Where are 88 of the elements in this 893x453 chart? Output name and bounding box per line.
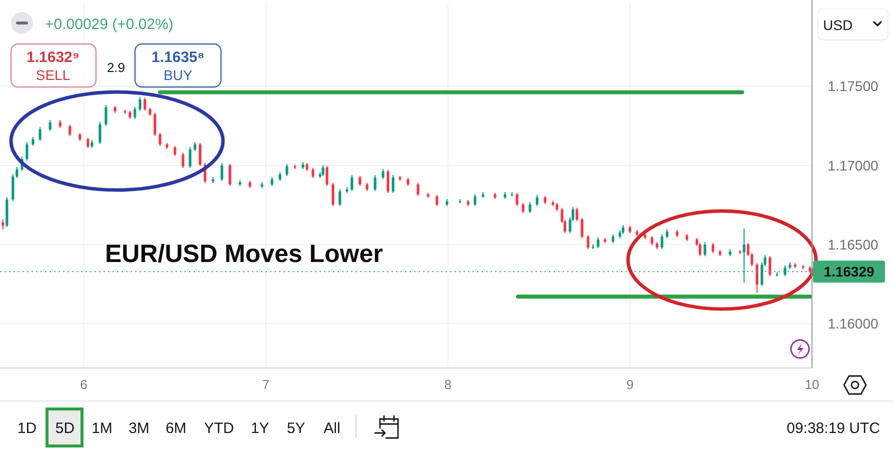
candlestick — [660, 234, 664, 250]
candlestick — [158, 132, 162, 146]
candlestick — [16, 166, 18, 179]
candlestick — [350, 174, 354, 192]
candlestick — [586, 234, 590, 250]
candlestick — [104, 104, 108, 126]
text: 1D — [17, 420, 37, 437]
candlestick — [784, 264, 786, 277]
candlestick — [220, 162, 224, 182]
annotation: 2.9 — [106, 60, 126, 75]
text: 1Y — [250, 420, 270, 437]
candlestick — [270, 176, 274, 186]
candlestick — [392, 174, 394, 194]
candlestick — [38, 126, 42, 142]
text: YTD — [204, 420, 234, 437]
candlestick — [358, 175, 362, 186]
y-tick-label: 1.17000 — [828, 157, 879, 174]
ref-line-label: 1.16329 — [824, 264, 875, 280]
candlestick — [756, 262, 758, 294]
candlestick — [182, 152, 184, 168]
candlestick — [650, 236, 654, 246]
candlestick — [2, 218, 4, 230]
candlestick — [32, 136, 34, 146]
candlestick — [26, 142, 28, 162]
candlestick — [516, 192, 518, 207]
text: All — [324, 420, 340, 437]
candlestick — [666, 228, 668, 239]
annotation: SELL — [36, 67, 70, 83]
candlestick — [322, 164, 324, 177]
candlestick — [596, 236, 600, 249]
y-tick-label: 1.17500 — [828, 78, 879, 94]
candlestick — [286, 164, 288, 177]
candlestick — [386, 169, 390, 194]
candlestick — [98, 121, 102, 144]
candlestick — [228, 163, 232, 186]
candlestick — [188, 146, 192, 168]
annotation: +0.00029 (+0.02%) — [45, 16, 174, 33]
candlestick — [416, 182, 420, 196]
candlestick — [134, 106, 136, 120]
candlestick — [436, 194, 438, 207]
text: 1M — [92, 420, 112, 437]
candlestick — [138, 96, 142, 112]
annotation: 1.1632⁹ — [26, 49, 80, 66]
x-tick-label: 10 — [804, 377, 820, 392]
text: 6M — [166, 420, 186, 437]
candlestick — [622, 224, 624, 235]
candlestick — [536, 194, 538, 207]
candlestick — [86, 137, 90, 149]
candlestick — [746, 242, 750, 257]
candlestick — [144, 97, 146, 112]
candlestick — [48, 120, 52, 132]
candlestick — [698, 242, 702, 257]
candlestick — [12, 174, 14, 202]
candlestick — [332, 182, 334, 207]
candlestick — [198, 142, 202, 167]
candlestick — [528, 202, 532, 214]
text: 5Y — [286, 420, 306, 437]
candlestick — [474, 194, 476, 207]
text: 5D — [55, 420, 75, 437]
text: 09:38:19 UTC — [786, 420, 880, 437]
annotation: BUY — [164, 67, 194, 83]
candlestick — [580, 217, 584, 239]
candlestick — [576, 207, 578, 222]
candlestick — [382, 168, 384, 180]
candlestick — [742, 228, 746, 284]
candlestick — [68, 124, 72, 136]
y-tick-label: 1.16000 — [828, 316, 879, 332]
candlestick — [194, 142, 196, 152]
candlestick — [312, 167, 314, 179]
candlestick — [374, 174, 376, 192]
candlestick — [750, 252, 754, 267]
text: 3M — [128, 420, 150, 437]
text: EUR/USD Moves Lower — [105, 240, 384, 268]
y-tick-label: 1.16500 — [828, 236, 879, 252]
text: USD — [823, 17, 853, 33]
candlestick — [712, 242, 714, 254]
candlestick — [704, 242, 706, 257]
x-tick-label: 6 — [80, 377, 88, 392]
candlestick — [174, 145, 176, 156]
candlestick — [522, 202, 524, 214]
x-tick-label: 8 — [444, 377, 452, 392]
candlestick — [338, 188, 342, 207]
annotation: 1.1635⁸ — [152, 49, 204, 66]
candlestick — [326, 165, 328, 186]
x-tick-label: 7 — [262, 377, 270, 392]
candlestick — [154, 112, 156, 136]
x-tick-label: 9 — [626, 377, 634, 392]
candlestick — [768, 255, 772, 277]
